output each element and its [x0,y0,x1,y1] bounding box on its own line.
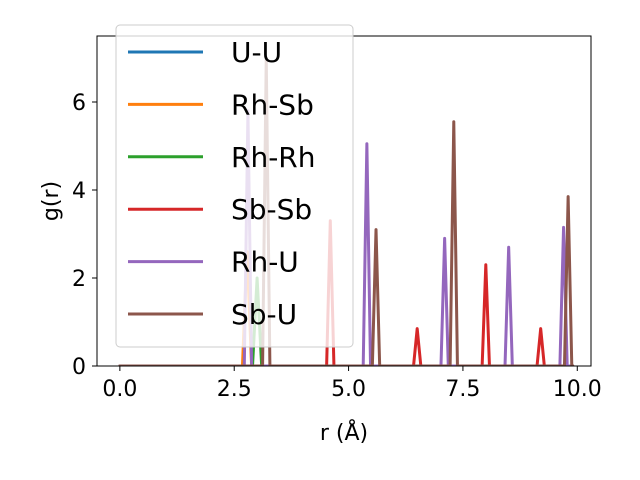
x-axis-label: r (Å) [320,419,368,446]
legend-label-sb-sb: Sb-Sb [231,193,312,226]
legend-label-sb-u: Sb-U [231,298,297,331]
legend: U-U Rh-Sb Rh-Rh Sb-Sb Rh-U Sb-U [115,24,354,348]
y-tick-label: 2 [72,267,86,292]
x-tick-label: 5.0 [331,377,366,402]
legend-label-rh-rh: Rh-Rh [231,141,316,174]
legend-label-u-u: U-U [231,36,282,69]
legend-label-rh-u: Rh-U [231,246,299,279]
axes: 0.0 2.5 5.0 7.5 10.0 0 2 4 6 r (Å) g(r) [39,35,602,446]
x-tick-label: 7.5 [445,377,480,402]
x-tick-label: 2.5 [217,377,252,402]
y-axis-label: g(r) [39,181,64,221]
y-tick-label: 4 [72,179,86,204]
y-tick-label: 0 [72,355,86,380]
legend-label-rh-sb: Rh-Sb [231,88,314,121]
y-tick-label: 6 [72,91,86,116]
x-tick-label: 0.0 [102,377,137,402]
x-tick-label: 10.0 [553,377,602,402]
